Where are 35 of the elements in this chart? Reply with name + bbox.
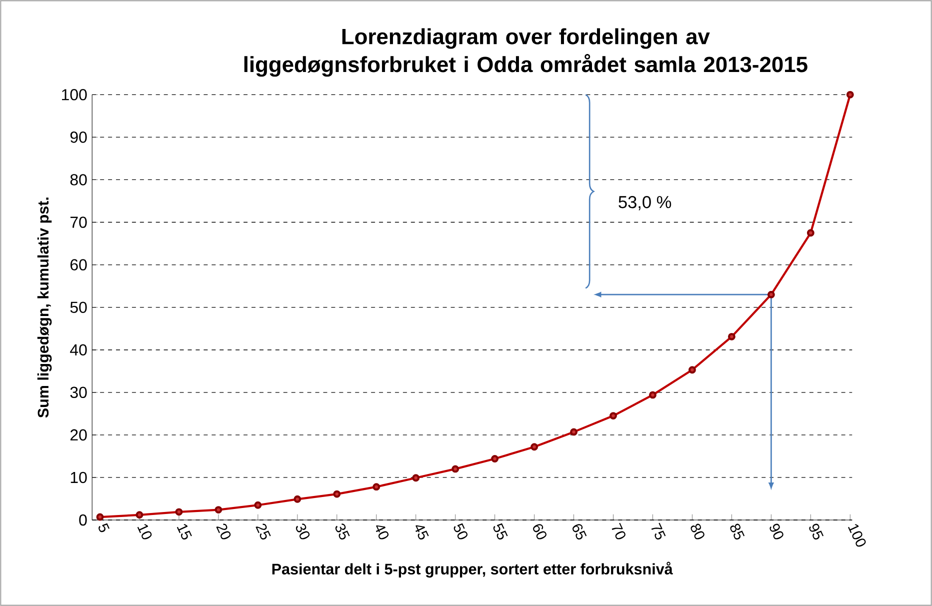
x-tick-label: 75: [651, 522, 666, 540]
x-tick-label: 25: [256, 524, 271, 540]
x-tick-label: 60: [533, 524, 546, 540]
x-tick-label: 40: [376, 525, 389, 540]
y-tick-label: 10: [70, 472, 87, 484]
x-tick-label: 90: [770, 524, 784, 540]
x-tick-label: 100: [848, 524, 866, 547]
y-tick-label: 40: [70, 344, 87, 356]
x-tick-label: 30: [296, 524, 310, 540]
y-tick-label: 100: [62, 89, 87, 100]
x-tick-label: 5: [98, 523, 110, 532]
x-tick-label: 50: [454, 523, 468, 540]
annotation: 53,0 %: [618, 196, 672, 210]
x-tick-label: 15: [176, 524, 192, 540]
y-tick-label: 70: [70, 216, 87, 228]
x-tick-label: 10: [137, 524, 152, 540]
x-tick-label: 45: [415, 525, 429, 540]
x-tick-label: 95: [809, 524, 824, 540]
x-tick-label: 20: [216, 524, 231, 540]
y-axis-title: Sum liggedøgn, kumulativ pst.: [37, 198, 52, 418]
y-tick-label: 50: [70, 302, 87, 313]
x-tick-label: 55: [493, 523, 508, 540]
x-tick-label: 35: [335, 524, 350, 540]
y-tick-label: 30: [70, 386, 87, 398]
x-tick-label: 85: [730, 524, 745, 540]
chart-title: Lorenzdiagram over fordelingen av liggedøgnsforbruket i Odda området samla 2013-2015: [244, 28, 808, 77]
x-tick-label: 65: [572, 524, 587, 540]
x-tick-label: 80: [690, 524, 704, 540]
x-axis-title: Pasientar delt i 5-pst grupper, sortert etter forbruksnivå: [272, 562, 673, 578]
y-tick-label: 80: [70, 174, 87, 186]
x-tick-label: 70: [612, 522, 626, 540]
y-tick-label: 20: [70, 429, 87, 441]
y-tick-label: 90: [70, 132, 87, 143]
y-tick-label: 0: [79, 514, 87, 526]
y-tick-label: 60: [70, 259, 87, 270]
